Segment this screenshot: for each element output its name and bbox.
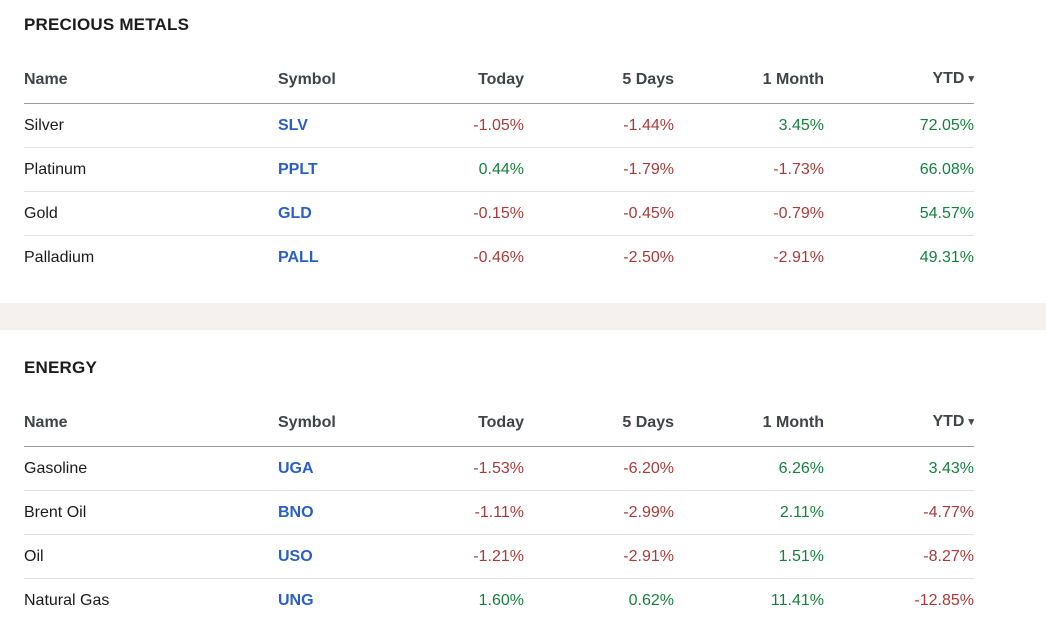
column-header-symbol[interactable]: Symbol [278,59,374,104]
5days-value: -2.91% [524,534,674,579]
table-row: Brent Oil BNO -1.11% -2.99% 2.11% -4.77% [24,490,974,535]
5days-value: -1.44% [623,117,674,134]
sort-desc-icon: ▾ [968,73,974,85]
name-cell: Platinum [24,147,278,192]
ytd-value: 66.08% [824,147,974,192]
today-value: -0.15% [374,191,524,236]
table-row: Gold GLD -0.15% -0.45% -0.79% 54.57% [24,191,974,236]
column-header-ytd[interactable]: YTD ▾ [824,59,974,104]
column-header-name[interactable]: Name [24,59,278,104]
ytd-value: 72.05% [919,117,974,134]
today-value: 1.60% [374,578,524,622]
5days-value: -1.79% [524,147,674,192]
5days-value: -6.20% [623,460,674,477]
1month-value: 6.26% [778,460,824,477]
symbol-link[interactable]: USO [278,534,374,579]
5days-value: -2.99% [524,490,674,535]
name-cell: Silver [24,117,65,134]
5days-value: 0.62% [524,578,674,622]
precious-metals-table: Name Symbol Today 5 Days 1 Month YTD ▾ Si… [24,59,974,279]
ytd-value: 3.43% [928,460,974,477]
name-cell: Gold [24,191,278,236]
table-row: Oil USO -1.21% -2.91% 1.51% -8.27% [24,534,974,579]
table-header-row: Name Symbol Today 5 Days 1 Month YTD ▾ [24,59,974,104]
column-header-today[interactable]: Today [374,59,524,104]
table-row: Gasoline UGA -1.53% -6.20% 6.26% 3.43% [24,447,974,491]
today-value: -1.53% [473,460,524,477]
column-header-1month[interactable]: 1 Month [674,402,824,447]
column-header-5days[interactable]: 5 Days [524,59,674,104]
name-cell: Natural Gas [24,578,278,622]
ytd-value: -8.27% [824,534,974,579]
section-separator [0,303,1046,330]
symbol-link[interactable]: SLV [278,117,308,134]
ytd-value: 49.31% [824,235,974,279]
name-cell: Oil [24,534,278,579]
today-value: 0.44% [374,147,524,192]
sort-desc-icon: ▾ [968,416,974,428]
section-title-energy: ENERGY [24,358,97,377]
5days-value: -2.50% [524,235,674,279]
table-row: Platinum PPLT 0.44% -1.79% -1.73% 66.08% [24,147,974,192]
column-header-1month[interactable]: 1 Month [674,59,824,104]
1month-value: 1.51% [674,534,824,579]
today-value: -1.05% [473,117,524,134]
table-row: Natural Gas UNG 1.60% 0.62% 11.41% -12.8… [24,578,974,622]
column-header-ytd[interactable]: YTD ▾ [824,402,974,447]
ytd-header-label: YTD [932,413,965,430]
column-header-name[interactable]: Name [24,402,278,447]
symbol-link[interactable]: UNG [278,578,374,622]
1month-value: 3.45% [778,117,824,134]
symbol-link[interactable]: BNO [278,490,374,535]
today-value: -1.21% [374,534,524,579]
5days-value: -0.45% [524,191,674,236]
precious-metals-section: PRECIOUS METALS Name Symbol Today 5 Days… [0,0,1046,303]
name-cell: Palladium [24,235,278,279]
name-cell: Brent Oil [24,490,278,535]
ytd-header-label: YTD [932,70,965,87]
table-row: Silver SLV -1.05% -1.44% 3.45% 72.05% [24,104,974,148]
table-row: Palladium PALL -0.46% -2.50% -2.91% 49.3… [24,235,974,279]
1month-value: 11.41% [674,578,824,622]
1month-value: -1.73% [674,147,824,192]
ytd-value: -4.77% [824,490,974,535]
ytd-value: -12.85% [824,578,974,622]
symbol-link[interactable]: UGA [278,460,314,477]
symbol-link[interactable]: GLD [278,191,374,236]
energy-section: ENERGY Name Symbol Today 5 Days 1 Month … [0,330,1046,636]
section-title-precious-metals: PRECIOUS METALS [24,15,190,34]
today-value: -1.11% [374,490,524,535]
1month-value: -0.79% [674,191,824,236]
table-header-row: Name Symbol Today 5 Days 1 Month YTD ▾ [24,402,974,447]
name-cell: Gasoline [24,460,88,477]
symbol-link[interactable]: PALL [278,235,374,279]
today-value: -0.46% [374,235,524,279]
1month-value: 2.11% [674,490,824,535]
energy-table: Name Symbol Today 5 Days 1 Month YTD ▾ Ga… [24,402,974,622]
column-header-today[interactable]: Today [374,402,524,447]
symbol-link[interactable]: PPLT [278,147,374,192]
column-header-symbol[interactable]: Symbol [278,402,374,447]
column-header-5days[interactable]: 5 Days [524,402,674,447]
1month-value: -2.91% [674,235,824,279]
ytd-value: 54.57% [824,191,974,236]
